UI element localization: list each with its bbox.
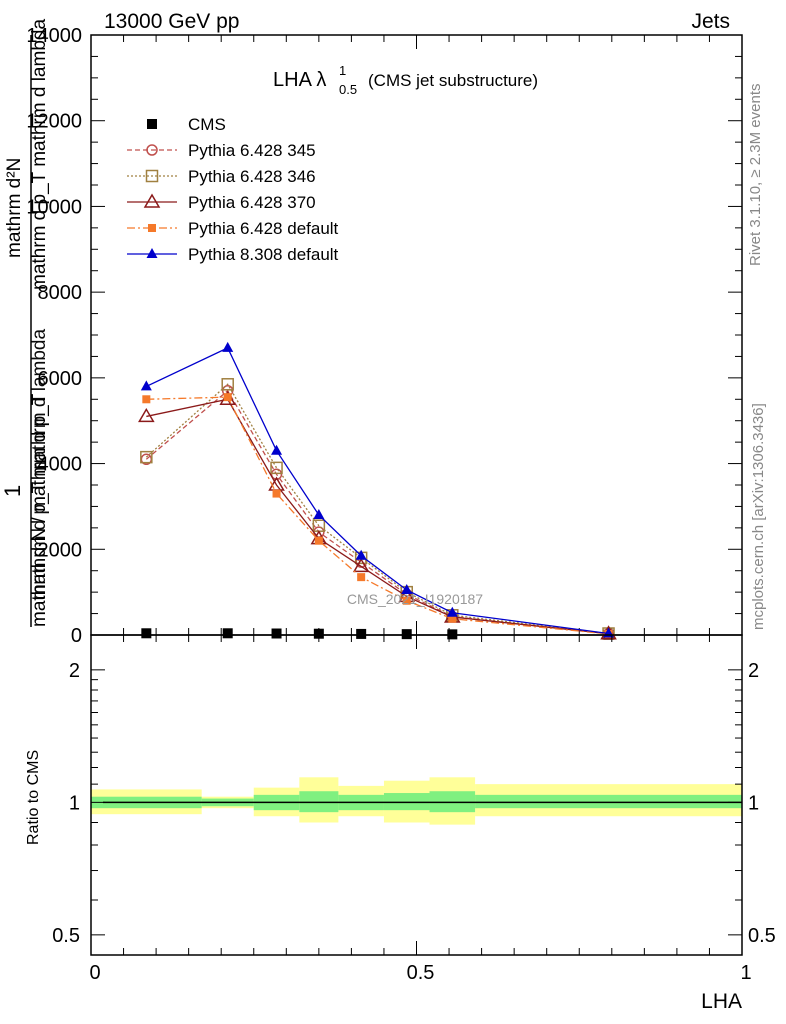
legend-marker — [146, 144, 158, 156]
main-y-tick-label: 6000 — [38, 368, 83, 390]
data-point — [223, 393, 232, 402]
series-line — [145, 389, 609, 635]
data-point — [222, 341, 234, 352]
ratio-panel: 0.5 0.51 12 2 0 0.5 1 Ratio to CMS LHA — [25, 634, 776, 1013]
analysis-watermark: CMS_2021_I1920187 — [347, 591, 483, 607]
svg-text:LHA λ: LHA λ — [273, 69, 326, 91]
data-point — [272, 489, 281, 498]
main-y-tick-label: 4000 — [38, 454, 83, 476]
y-label-denominator: mathrm d N / mathrm d p_T — [29, 393, 50, 627]
y-label-denominator-overlap: mathrm d p_T mathrm d lambda — [29, 329, 50, 600]
data-point — [140, 380, 152, 391]
data-point — [355, 549, 367, 560]
ratio-y-tick-label-right: 1 — [748, 792, 759, 814]
ratio-y-ticks: 0.5 0.5 1 1 2 2 — [52, 660, 776, 947]
ratio-y-tick-label: 0.5 — [52, 925, 80, 947]
chart-title-sup: 1 — [339, 63, 346, 78]
series-line — [146, 346, 609, 635]
legend-marker — [146, 248, 158, 258]
ratio-y-tick-label: 1 — [69, 792, 80, 814]
mcplots-label: mcplots.cern.ch [arXiv:1306.3436] — [750, 403, 767, 630]
data-point — [221, 378, 234, 391]
header-right-label: Jets — [691, 10, 730, 33]
data-point — [448, 614, 457, 623]
legend-label: Pythia 6.428 370 — [188, 193, 316, 212]
ratio-y-axis-label: Ratio to CMS — [25, 750, 42, 845]
ratio-x-ticks: 0 0.5 1 — [89, 635, 752, 984]
legend-label: Pythia 6.428 default — [188, 219, 339, 238]
ratio-stat-band — [383, 793, 430, 811]
main-y-tick-label: 10000 — [26, 196, 82, 218]
data-point — [271, 628, 282, 639]
x-tick-label: 0.5 — [407, 962, 435, 984]
data-point — [402, 596, 411, 605]
legend-item: CMS — [147, 115, 226, 134]
ratio-y-tick-label-right: 2 — [748, 660, 759, 682]
main-y-tick-label: 2000 — [38, 539, 83, 561]
y-label-big-one: 1 — [0, 485, 25, 497]
data-point — [352, 557, 370, 573]
series-line — [145, 383, 609, 635]
data-point — [138, 407, 155, 423]
y-label-numerator-overlap: mathrm d p_T mathrm d lambda — [29, 19, 50, 290]
legend-marker — [143, 193, 161, 208]
main-y-axis-label: mathrm d²N mathrm d p_T mathrm d lambda … — [0, 19, 50, 627]
legend-item: Pythia 6.428 default — [127, 219, 339, 238]
legend-item: Pythia 6.428 370 — [127, 193, 316, 212]
data-point — [313, 509, 325, 519]
ratio-bands — [91, 777, 742, 825]
ratio-y-tick-label: 2 — [69, 660, 80, 682]
y-label-numerator: mathrm d²N — [4, 158, 25, 258]
legend-item: Pythia 8.308 default — [127, 245, 339, 264]
legend-marker — [148, 224, 156, 232]
data-point — [357, 573, 366, 582]
legend-label: Pythia 6.428 345 — [188, 141, 316, 160]
data-point — [401, 584, 413, 594]
data-point — [314, 536, 323, 545]
data-point — [142, 395, 151, 404]
rivet-version-label: Rivet 3.1.10, ≥ 2.3M events — [747, 84, 764, 267]
legend-item: Pythia 6.428 346 — [127, 167, 316, 186]
chart-title-sub: 0.5 — [339, 82, 357, 97]
legend-label: Pythia 8.308 default — [188, 245, 339, 264]
legend-item: Pythia 6.428 345 — [127, 141, 316, 160]
data-point — [446, 606, 458, 617]
legend-label: CMS — [188, 115, 226, 134]
main-y-ticks: 0 2000 4000 6000 8000 10000 12000 14000 — [26, 25, 742, 647]
ratio-stat-band — [475, 794, 742, 809]
x-tick-label: 0 — [89, 962, 100, 984]
data-point — [140, 450, 153, 464]
main-y-tick-label: 0 — [71, 625, 82, 647]
data-point — [141, 628, 152, 639]
header-left-label: 13000 GeV pp — [104, 10, 239, 33]
main-y-tick-label: 12000 — [26, 111, 82, 133]
main-series — [138, 341, 617, 640]
legend-marker — [145, 169, 159, 183]
main-y-tick-label: 8000 — [38, 282, 83, 304]
main-y-tick-label: 14000 — [26, 25, 82, 47]
x-axis-label: LHA — [701, 990, 742, 1013]
legend-label: Pythia 6.428 346 — [188, 167, 316, 186]
legend: CMS Pythia 6.428 345 Pythia 6.428 346 Pythi… — [127, 115, 339, 264]
chart-title-main: LHA λ — [273, 69, 326, 91]
chart-title: LHA λ 1 0.5 (CMS jet substructure) — [273, 63, 538, 97]
data-point — [401, 629, 412, 640]
series-cms — [141, 628, 614, 640]
data-point — [270, 461, 283, 475]
main-panel: 0 2000 4000 6000 8000 10000 12000 14000 LHA λ 1… — [26, 25, 743, 647]
x-tick-label: 1 — [740, 962, 751, 984]
data-point — [356, 628, 367, 639]
chart-title-suffix: (CMS jet substructure) — [368, 71, 538, 90]
series-line — [146, 396, 609, 635]
ratio-y-tick-label-right: 0.5 — [748, 925, 776, 947]
data-point — [271, 444, 283, 455]
data-point — [222, 628, 233, 639]
legend-marker — [147, 119, 157, 129]
data-point — [313, 628, 324, 639]
